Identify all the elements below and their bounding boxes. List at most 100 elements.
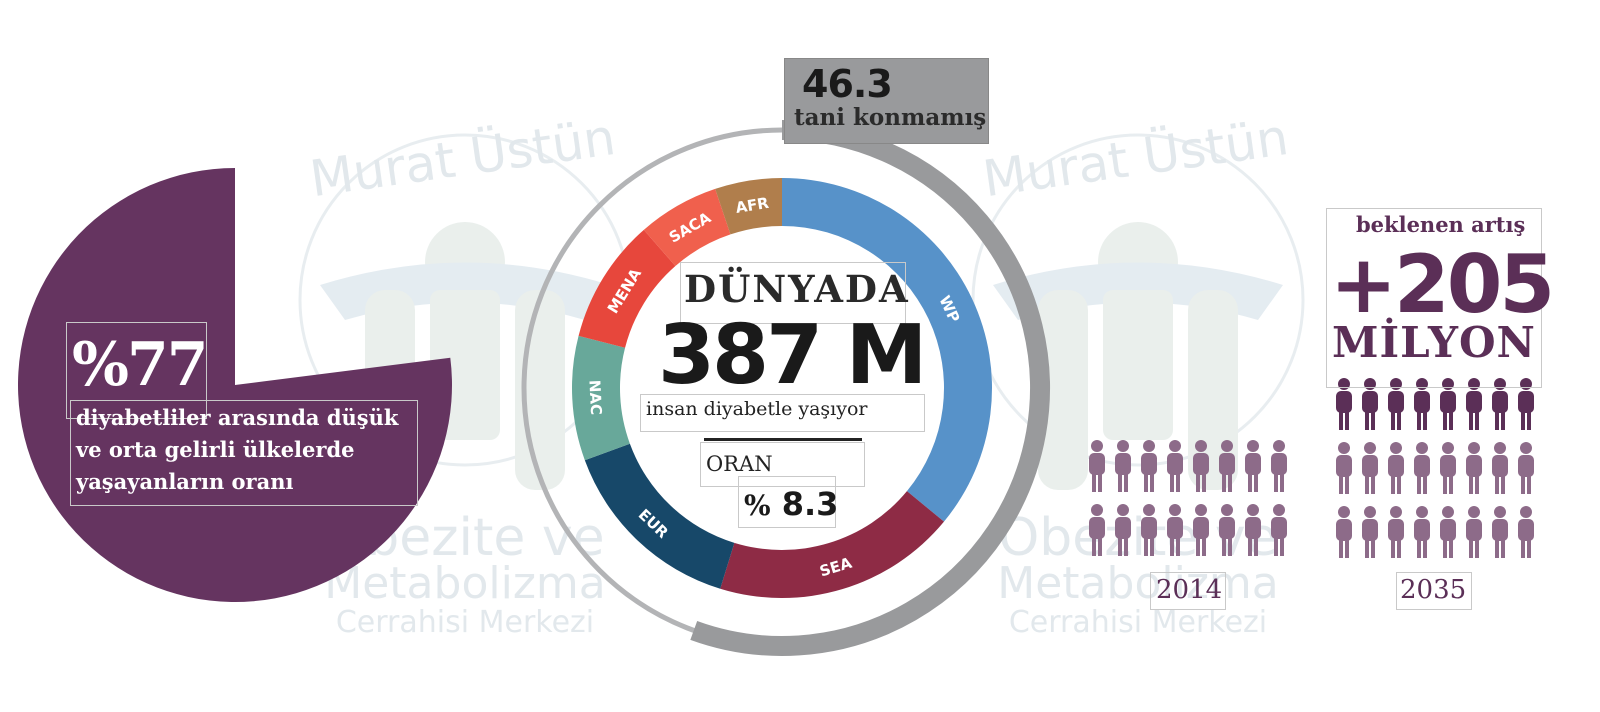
figure-left-leg — [1118, 534, 1122, 556]
figure-right-leg — [1124, 470, 1128, 492]
person-figure-2035 — [1518, 506, 1534, 558]
figure-right-leg — [1202, 534, 1206, 556]
person-figure-2035 — [1336, 442, 1352, 494]
figure-left-leg — [1469, 472, 1473, 494]
annotation-box — [700, 442, 865, 487]
figure-left-leg — [1144, 534, 1148, 556]
figure-body — [1518, 455, 1534, 477]
figure-right-leg — [1501, 472, 1505, 494]
figure-head — [1520, 506, 1532, 518]
person-figure-2014 — [1167, 440, 1183, 492]
figure-left-leg — [1417, 536, 1421, 558]
figure-head — [1143, 504, 1155, 516]
figure-left-leg — [1495, 536, 1499, 558]
figure-body — [1336, 455, 1352, 477]
figure-body — [1245, 517, 1261, 539]
figure-right-leg — [1449, 408, 1453, 430]
figure-right-leg — [1449, 472, 1453, 494]
figure-left-leg — [1391, 536, 1395, 558]
figure-left-leg — [1339, 536, 1343, 558]
figure-head — [1442, 442, 1454, 454]
donut-slice-sea — [720, 491, 944, 599]
figure-head — [1442, 506, 1454, 518]
figure-right-leg — [1423, 408, 1427, 430]
figure-body — [1193, 517, 1209, 539]
figure-head — [1091, 440, 1103, 452]
figure-right-leg — [1501, 408, 1505, 430]
figure-left-leg — [1092, 534, 1096, 556]
person-figure-2014 — [1193, 504, 1209, 556]
figure-head — [1169, 440, 1181, 452]
figure-right-leg — [1228, 534, 1232, 556]
figure-right-leg — [1371, 408, 1375, 430]
figure-body — [1492, 455, 1508, 477]
person-figure-2014 — [1115, 440, 1131, 492]
figure-body — [1115, 517, 1131, 539]
figure-right-leg — [1527, 536, 1531, 558]
figure-left-leg — [1248, 534, 1252, 556]
person-figure-2014 — [1271, 504, 1287, 556]
world-title: DÜNYADA — [684, 267, 910, 311]
figure-body — [1141, 517, 1157, 539]
figure-head — [1520, 442, 1532, 454]
figure-body — [1518, 391, 1534, 413]
center-divider — [704, 438, 862, 441]
figure-body — [1089, 453, 1105, 475]
person-figure-2035 — [1414, 442, 1430, 494]
person-figure-2035 — [1362, 442, 1378, 494]
figure-left-leg — [1417, 472, 1421, 494]
person-figure-2035 — [1440, 442, 1456, 494]
watermark-right-leg — [1188, 290, 1238, 490]
figure-body — [1271, 517, 1287, 539]
figure-right-leg — [1254, 470, 1258, 492]
figure-right-leg — [1449, 536, 1453, 558]
figure-left-leg — [1222, 534, 1226, 556]
figure-body — [1466, 455, 1482, 477]
year-2014-label: 2014 — [1156, 575, 1223, 605]
figure-left-leg — [1170, 534, 1174, 556]
figure-left-leg — [1495, 472, 1499, 494]
donut-slice-nac — [572, 335, 630, 461]
figure-head — [1247, 504, 1259, 516]
figure-right-leg — [1202, 470, 1206, 492]
figure-head — [1221, 504, 1233, 516]
person-figure-2014 — [1271, 440, 1287, 492]
figure-left-leg — [1443, 472, 1447, 494]
figure-body — [1388, 519, 1404, 541]
person-figure-2035 — [1492, 442, 1508, 494]
person-figure-2014 — [1115, 504, 1131, 556]
figure-right-leg — [1150, 470, 1154, 492]
person-figure-2035 — [1388, 506, 1404, 558]
annotation-box — [1150, 572, 1226, 610]
figure-head — [1416, 442, 1428, 454]
figure-body — [1115, 453, 1131, 475]
donut-label-afr: AFR — [734, 194, 770, 217]
figure-head — [1169, 504, 1181, 516]
figure-right-leg — [1501, 536, 1505, 558]
figure-head — [1091, 504, 1103, 516]
person-figure-2014 — [1089, 440, 1105, 492]
figure-body — [1414, 455, 1430, 477]
year-2035-label: 2035 — [1400, 575, 1467, 605]
figure-head — [1117, 440, 1129, 452]
figure-left-leg — [1417, 408, 1421, 430]
figure-head — [1390, 506, 1402, 518]
figure-head — [1494, 506, 1506, 518]
figure-body — [1245, 453, 1261, 475]
figure-head — [1416, 506, 1428, 518]
annotation-box — [66, 322, 207, 419]
figure-left-leg — [1495, 408, 1499, 430]
figure-body — [1193, 453, 1209, 475]
figure-left-leg — [1339, 408, 1343, 430]
undiagnosed-arc — [690, 120, 1050, 656]
figure-body — [1167, 517, 1183, 539]
figure-head — [1364, 506, 1376, 518]
figure-left-leg — [1469, 536, 1473, 558]
person-figure-2035 — [1440, 506, 1456, 558]
figure-head — [1390, 442, 1402, 454]
annotation-box — [784, 58, 989, 144]
ratio-title: ORAN — [706, 452, 773, 476]
figure-body — [1362, 519, 1378, 541]
